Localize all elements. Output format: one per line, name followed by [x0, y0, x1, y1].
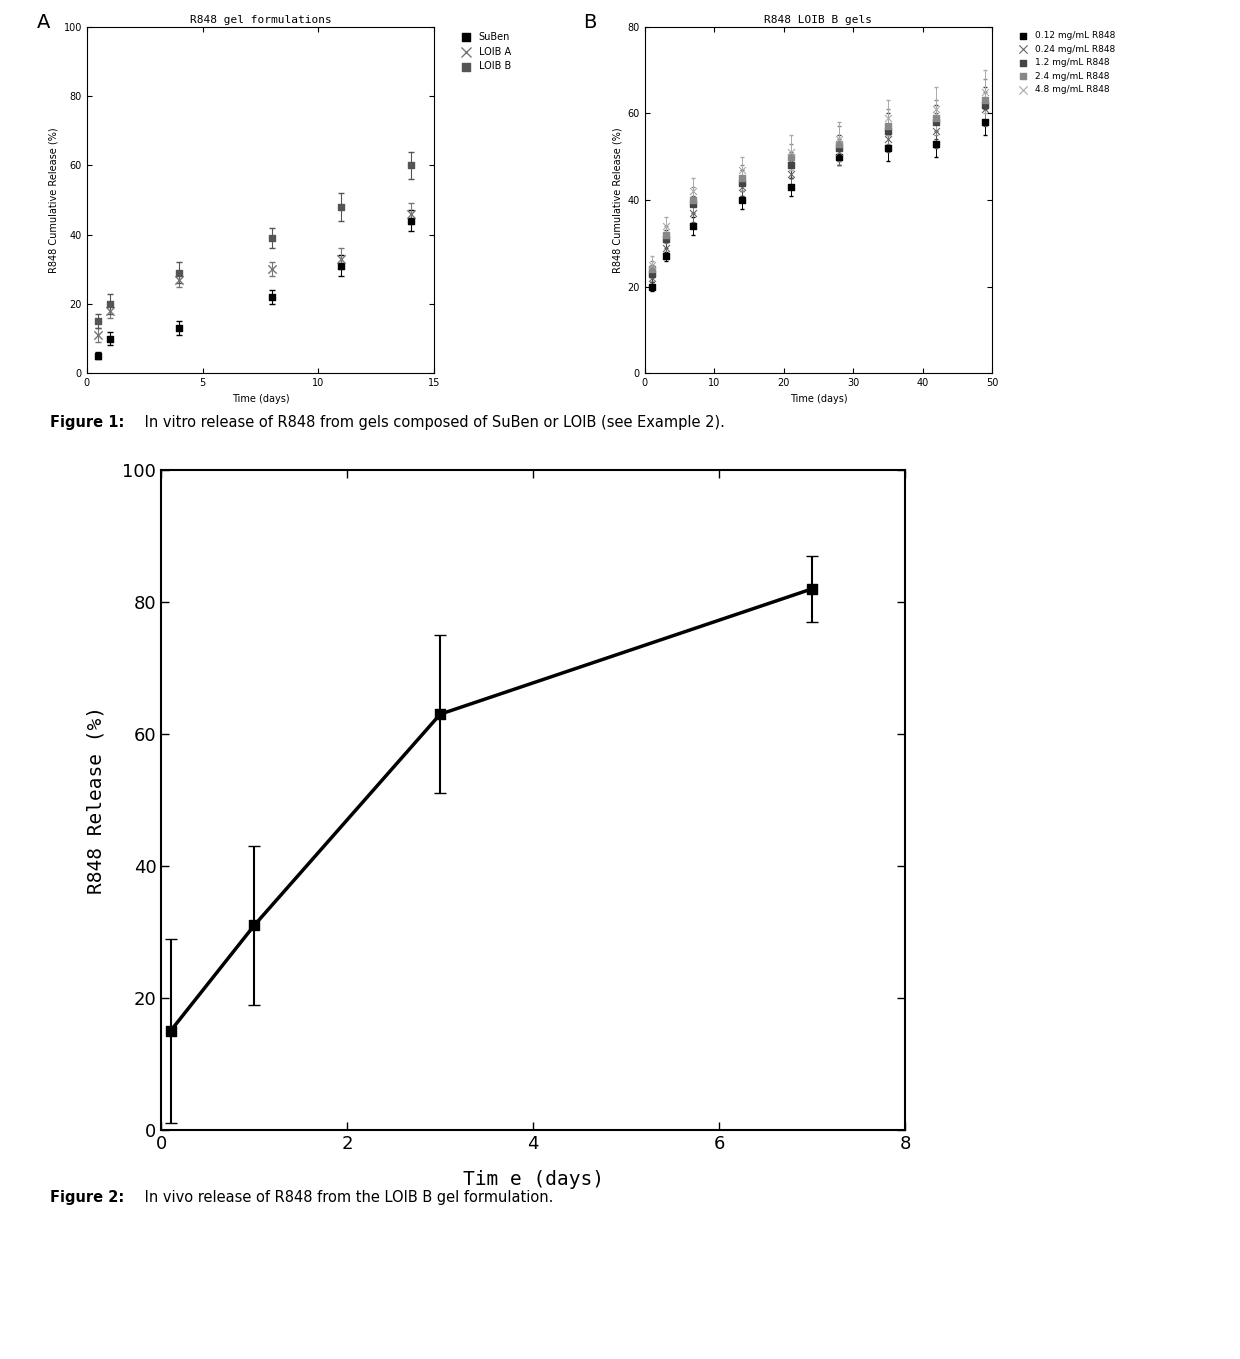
LOIB B [262, 227, 281, 249]
LOIB A [331, 249, 351, 270]
Text: In vitro release of R848 from gels composed of SuBen or LOIB (see Example 2).: In vitro release of R848 from gels compo… [140, 414, 725, 429]
SuBen [262, 287, 281, 308]
0.12 mg/mL R848 [683, 215, 703, 236]
0.12 mg/mL R848 [830, 145, 849, 167]
X-axis label: Time (days): Time (days) [790, 394, 847, 404]
LOIB B [401, 155, 420, 177]
2.4 mg/mL R848 [656, 224, 676, 246]
0.24 mg/mL R848 [656, 236, 676, 258]
SuBen [170, 317, 190, 338]
4.8 mg/mL R848 [642, 254, 662, 276]
0.12 mg/mL R848 [975, 111, 994, 133]
Legend: 0.12 mg/mL R848, 0.24 mg/mL R848, 1.2 mg/mL R848, 2.4 mg/mL R848, 4.8 mg/mL R848: 0.12 mg/mL R848, 0.24 mg/mL R848, 1.2 mg… [1014, 31, 1115, 94]
Text: A: A [37, 14, 51, 33]
1.2 mg/mL R848 [732, 171, 751, 193]
2.4 mg/mL R848 [926, 107, 946, 129]
Text: In vivo release of R848 from the LOIB B gel formulation.: In vivo release of R848 from the LOIB B … [140, 1190, 553, 1205]
0.24 mg/mL R848 [732, 177, 751, 198]
LOIB B [100, 294, 120, 315]
0.12 mg/mL R848 [656, 246, 676, 268]
LOIB A [170, 269, 190, 291]
0.24 mg/mL R848 [830, 141, 849, 163]
2.4 mg/mL R848 [975, 90, 994, 111]
Text: Figure 2:: Figure 2: [50, 1190, 124, 1205]
0.24 mg/mL R848 [878, 129, 898, 151]
4.8 mg/mL R848 [830, 129, 849, 151]
4.8 mg/mL R848 [732, 159, 751, 181]
LOIB B [331, 196, 351, 217]
1.2 mg/mL R848 [926, 111, 946, 133]
LOIB B [170, 262, 190, 284]
SuBen [401, 209, 420, 231]
Point [802, 578, 822, 599]
Point [161, 1021, 181, 1042]
LOIB A [262, 258, 281, 280]
4.8 mg/mL R848 [926, 98, 946, 120]
0.24 mg/mL R848 [683, 202, 703, 224]
Y-axis label: R848 Release (%): R848 Release (%) [87, 705, 105, 894]
1.2 mg/mL R848 [656, 228, 676, 250]
Text: B: B [583, 14, 596, 33]
4.8 mg/mL R848 [781, 141, 801, 163]
1.2 mg/mL R848 [781, 155, 801, 177]
Point [244, 915, 264, 936]
X-axis label: Tim e (days): Tim e (days) [463, 1170, 604, 1189]
4.8 mg/mL R848 [656, 215, 676, 236]
0.12 mg/mL R848 [878, 137, 898, 159]
LOIB B [88, 310, 108, 332]
LOIB A [88, 325, 108, 347]
SuBen [100, 328, 120, 349]
0.12 mg/mL R848 [926, 133, 946, 155]
Y-axis label: R848 Cumulative Release (%): R848 Cumulative Release (%) [613, 128, 622, 273]
0.12 mg/mL R848 [732, 189, 751, 211]
SuBen [88, 345, 108, 367]
0.24 mg/mL R848 [642, 268, 662, 289]
2.4 mg/mL R848 [781, 145, 801, 167]
1.2 mg/mL R848 [830, 137, 849, 159]
Point [430, 704, 450, 726]
4.8 mg/mL R848 [683, 181, 703, 202]
1.2 mg/mL R848 [642, 262, 662, 284]
1.2 mg/mL R848 [975, 94, 994, 116]
Legend: SuBen, LOIB A, LOIB B: SuBen, LOIB A, LOIB B [456, 31, 511, 72]
2.4 mg/mL R848 [878, 116, 898, 137]
Title: R848 LOIB B gels: R848 LOIB B gels [764, 15, 873, 24]
0.24 mg/mL R848 [781, 163, 801, 185]
LOIB A [100, 300, 120, 322]
2.4 mg/mL R848 [732, 167, 751, 189]
2.4 mg/mL R848 [830, 133, 849, 155]
0.12 mg/mL R848 [781, 177, 801, 198]
0.24 mg/mL R848 [926, 120, 946, 141]
SuBen [331, 255, 351, 277]
2.4 mg/mL R848 [683, 189, 703, 211]
1.2 mg/mL R848 [683, 193, 703, 215]
0.12 mg/mL R848 [642, 276, 662, 298]
0.24 mg/mL R848 [975, 98, 994, 120]
1.2 mg/mL R848 [878, 120, 898, 141]
4.8 mg/mL R848 [975, 82, 994, 103]
X-axis label: Time (days): Time (days) [232, 394, 289, 404]
Y-axis label: R848 Cumulative Release (%): R848 Cumulative Release (%) [48, 128, 58, 273]
Text: Figure 1:: Figure 1: [50, 414, 124, 429]
2.4 mg/mL R848 [642, 258, 662, 280]
4.8 mg/mL R848 [878, 107, 898, 129]
LOIB A [401, 202, 420, 224]
Title: R848 gel formulations: R848 gel formulations [190, 15, 331, 24]
